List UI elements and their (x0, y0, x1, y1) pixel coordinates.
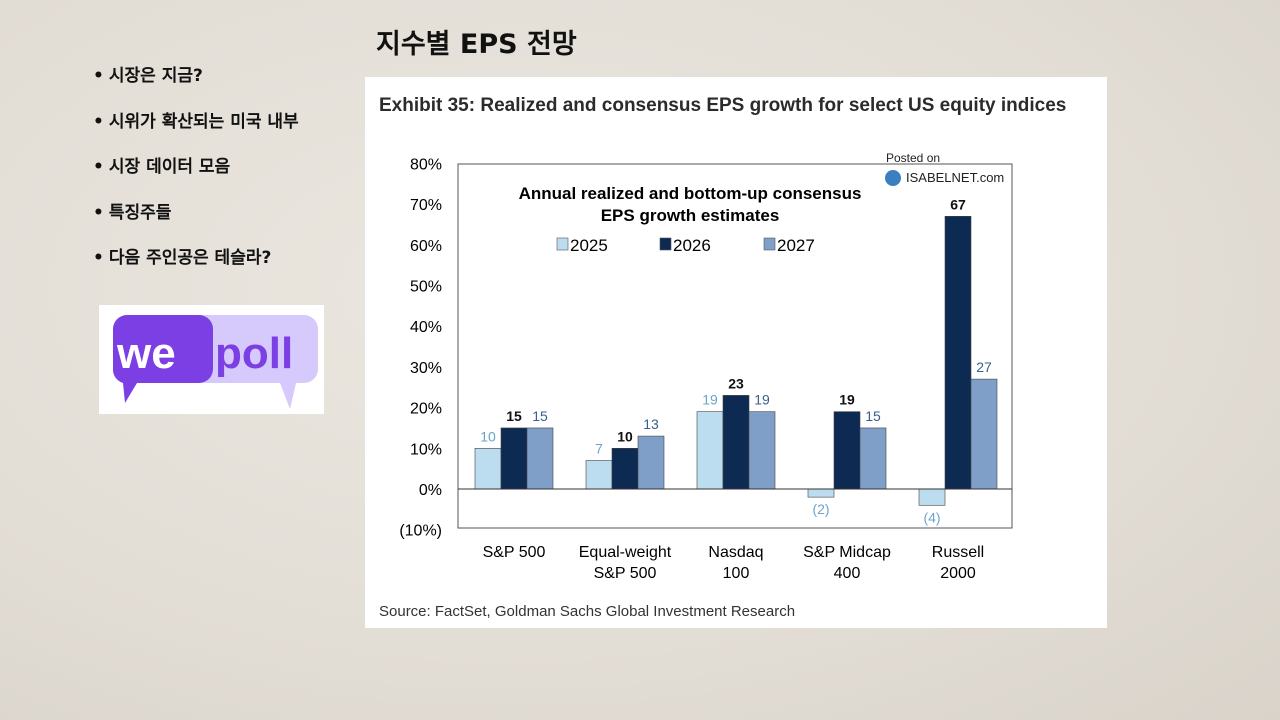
y-tick-label: 10% (410, 441, 442, 458)
data-label: 15 (532, 408, 548, 424)
data-label: 13 (643, 416, 659, 432)
x-tick-label: 100 (723, 565, 750, 582)
bar-2025 (474, 447, 502, 490)
data-label: 19 (754, 392, 770, 408)
y-tick-label: 20% (410, 401, 442, 418)
data-label: (4) (923, 509, 940, 525)
x-tick-label: S&P 500 (594, 565, 657, 582)
bullet-item: 시장 데이터 모음 (93, 155, 299, 201)
y-tick-label: 0% (419, 482, 442, 499)
x-tick-label: Russell (932, 544, 984, 561)
chart-title: Annual realized and bottom-up consensus (519, 184, 862, 203)
legend-swatch (556, 237, 569, 251)
data-label: 10 (480, 428, 496, 444)
data-label: 15 (865, 408, 881, 424)
data-label: 27 (976, 359, 992, 375)
plot-frame (457, 163, 1013, 529)
watermark-line1: Posted on (886, 151, 940, 165)
x-tick-label: Nasdaq (708, 544, 763, 561)
y-tick-label: (10%) (399, 523, 442, 540)
bar-2025 (807, 488, 835, 498)
data-label: 10 (617, 428, 633, 444)
legend-label: 2025 (570, 236, 608, 255)
bar-2026 (611, 447, 639, 490)
bar-2025 (696, 411, 724, 490)
logo-we: we (116, 329, 176, 378)
bars: 10 15 15 7 10 13 19 23 19 (2) 19 15 (4) 67 27 (474, 196, 998, 525)
y-tick-label: 30% (410, 360, 442, 377)
bar-2025 (918, 488, 946, 506)
bullet-item: 시위가 확산되는 미국 내부 (93, 110, 299, 156)
bar-2025 (585, 460, 613, 490)
bullet-item: 시장은 지금? (93, 64, 299, 110)
bullet-list: 시장은 지금? 시위가 확산되는 미국 내부 시장 데이터 모음 특징주들 다음… (93, 64, 299, 292)
source-note: Source: FactSet, Goldman Sachs Global In… (379, 603, 795, 620)
bar-2026 (500, 427, 528, 490)
x-tick-label: Equal-weight (579, 544, 672, 561)
bar-2027 (637, 435, 665, 490)
isabelnet-globe-icon (885, 170, 901, 186)
exhibit-title: Exhibit 35: Realized and consensus EPS g… (379, 95, 1066, 116)
wepoll-logo: we poll (99, 305, 324, 414)
bar-2027 (748, 411, 776, 490)
data-label: 19 (702, 392, 718, 408)
y-tick-label: 60% (410, 238, 442, 255)
legend-swatch (659, 237, 672, 251)
data-label: 23 (728, 375, 744, 391)
legend-label: 2026 (673, 236, 711, 255)
data-label: (2) (812, 501, 829, 517)
y-tick-label: 40% (410, 319, 442, 336)
data-label: 7 (595, 441, 603, 457)
data-label: 19 (839, 392, 855, 408)
legend: 2025 2026 2027 (556, 236, 815, 255)
watermark-line2: ISABELNET.com (906, 170, 1004, 185)
bullet-item: 다음 주인공은 테슬라? (93, 246, 299, 292)
bullet-item: 특징주들 (93, 201, 299, 247)
x-tick-label: S&P 500 (483, 544, 546, 561)
legend-swatch (763, 237, 776, 251)
bar-2027 (970, 378, 998, 490)
y-tick-label: 70% (410, 197, 442, 214)
bar-2026 (722, 395, 750, 490)
legend-label: 2027 (777, 236, 815, 255)
data-label: 67 (950, 196, 966, 212)
x-tick-label: 2000 (940, 565, 976, 582)
bar-2026 (833, 411, 861, 490)
bar-2026 (944, 216, 972, 490)
bar-2027 (526, 427, 554, 490)
x-tick-label: S&P Midcap (803, 544, 891, 561)
logo-poll: poll (215, 329, 293, 378)
slide-title: 지수별 EPS 전망 (376, 29, 577, 60)
y-tick-label: 80% (410, 156, 442, 173)
x-axis: S&P 500 Equal-weight S&P 500 Nasdaq 100 S&P M… (483, 544, 985, 582)
bar-2027 (859, 427, 887, 490)
data-label: 15 (506, 408, 522, 424)
chart-title-line2: EPS growth estimates (601, 206, 780, 225)
y-axis: 80% 70% 60% 50% 40% 30% 20% 10% 0% (10%) (399, 156, 442, 539)
exhibit-panel (365, 77, 1107, 628)
x-tick-label: 400 (834, 565, 861, 582)
y-tick-label: 50% (410, 279, 442, 296)
